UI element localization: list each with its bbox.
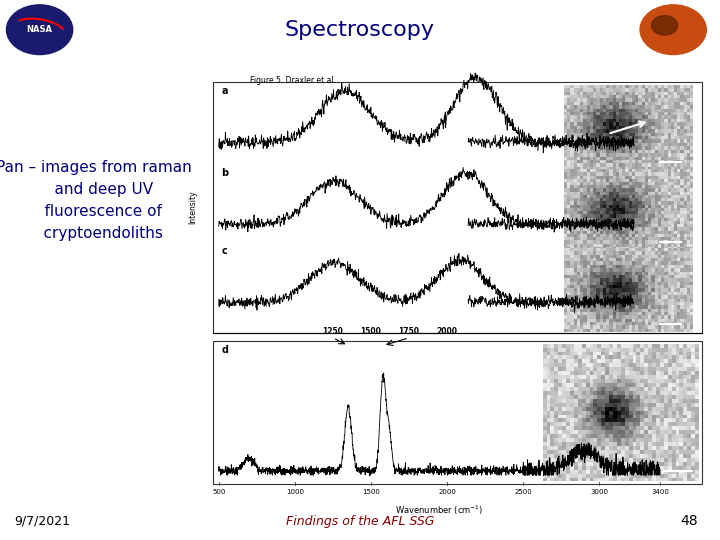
Text: 1750: 1750 <box>399 327 420 336</box>
Text: 1000: 1000 <box>286 489 304 495</box>
Text: d: d <box>221 345 228 355</box>
Text: 48: 48 <box>681 514 698 528</box>
Text: 2500: 2500 <box>514 489 532 495</box>
Text: c: c <box>221 246 227 255</box>
Text: Spectroscopy: Spectroscopy <box>285 19 435 40</box>
Text: Pan – images from raman
    and deep UV
    fluorescence of
    cryptoendoliths: Pan – images from raman and deep UV fluo… <box>0 160 192 241</box>
Text: 3000: 3000 <box>590 489 608 495</box>
Bar <box>214 82 702 333</box>
Circle shape <box>652 16 678 35</box>
Bar <box>566 86 692 168</box>
Bar <box>566 249 692 330</box>
Text: NASA: NASA <box>27 25 53 34</box>
Text: Findings of the AFL SSG: Findings of the AFL SSG <box>286 515 434 528</box>
Text: Wavenumber (cm$^{-1}$): Wavenumber (cm$^{-1}$) <box>395 503 484 517</box>
Circle shape <box>640 5 706 55</box>
Bar <box>566 171 692 248</box>
Text: 9/7/2021: 9/7/2021 <box>14 515 71 528</box>
Text: a: a <box>221 86 228 96</box>
Text: 1500: 1500 <box>362 489 380 495</box>
Bar <box>214 341 702 484</box>
Text: 1250: 1250 <box>323 327 343 336</box>
Text: Intensity: Intensity <box>188 191 197 224</box>
Circle shape <box>6 5 73 55</box>
Text: 2000: 2000 <box>438 489 456 495</box>
Text: 1500: 1500 <box>361 327 382 336</box>
Text: b: b <box>221 168 228 178</box>
Text: Figure 5. Draxler et al.: Figure 5. Draxler et al. <box>251 76 336 85</box>
Text: 3400: 3400 <box>652 489 669 495</box>
Bar <box>544 346 697 480</box>
Text: 2000: 2000 <box>436 327 458 336</box>
Text: 500: 500 <box>212 489 225 495</box>
